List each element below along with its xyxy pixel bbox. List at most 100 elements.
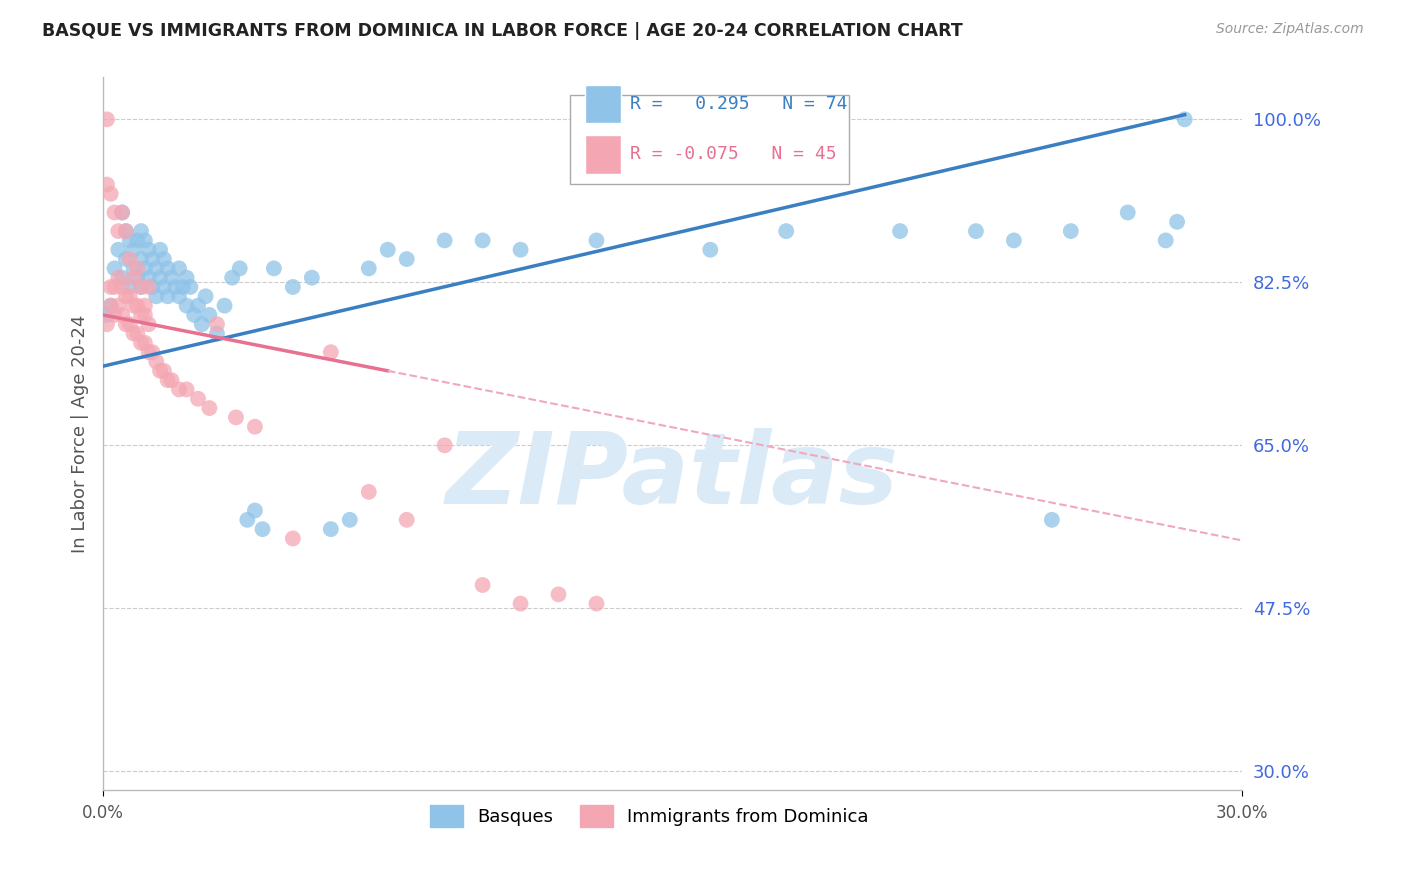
Point [129,308,152,322]
Point [115,252,138,266]
Point [96,318,118,332]
Point [775,224,797,238]
Point [115,224,138,238]
Point [225,410,247,425]
Point [149,270,172,285]
Point [179,280,201,294]
Point [122,243,145,257]
Point [205,318,228,332]
Point [129,252,152,266]
Point [118,318,141,332]
Point [111,280,134,294]
Point [107,270,129,285]
Point [1154,234,1177,248]
Point [965,224,987,238]
Text: ZIPatlas: ZIPatlas [446,428,898,524]
Point [187,299,209,313]
Point [100,280,122,294]
Point [433,438,456,452]
Point [187,392,209,406]
Point [167,261,190,276]
Text: R = -0.075   N = 45: R = -0.075 N = 45 [630,145,837,163]
Point [122,270,145,285]
Point [122,299,145,313]
Legend: Basques, Immigrants from Dominica: Basques, Immigrants from Dominica [423,797,876,834]
Point [111,308,134,322]
Point [160,373,183,387]
Point [243,503,266,517]
Point [183,308,205,322]
Point [509,243,531,257]
Point [243,419,266,434]
Point [176,270,198,285]
Point [176,299,198,313]
Point [1116,205,1139,219]
Point [339,513,361,527]
Point [585,597,607,611]
Point [134,308,156,322]
Point [156,261,179,276]
Point [129,335,152,350]
Point [138,243,160,257]
Point [471,578,494,592]
Point [156,289,179,303]
Text: R =   0.295   N = 74: R = 0.295 N = 74 [630,95,848,112]
Point [214,299,236,313]
Point [377,243,399,257]
Point [585,234,607,248]
Point [149,243,172,257]
Point [141,345,163,359]
Text: BASQUE VS IMMIGRANTS FROM DOMINICA IN LABOR FORCE | AGE 20-24 CORRELATION CHART: BASQUE VS IMMIGRANTS FROM DOMINICA IN LA… [42,22,963,40]
Text: Source: ZipAtlas.com: Source: ZipAtlas.com [1216,22,1364,37]
FancyBboxPatch shape [569,95,849,185]
Point [138,318,160,332]
Point [122,261,145,276]
Point [134,261,156,276]
Point [153,280,176,294]
Point [156,373,179,387]
Point [100,299,122,313]
Point [236,513,259,527]
Point [263,261,285,276]
Point [96,178,118,192]
Point [127,299,149,313]
Point [111,205,134,219]
Point [118,280,141,294]
Point [138,280,160,294]
Point [107,224,129,238]
Point [194,289,217,303]
Point [103,308,125,322]
Point [221,270,243,285]
Point [167,289,190,303]
Point [319,522,342,536]
Point [198,401,221,415]
Point [127,261,149,276]
Point [395,252,418,266]
Point [100,299,122,313]
Point [122,326,145,341]
Point [205,326,228,341]
Point [198,308,221,322]
Point [172,280,194,294]
Point [96,112,118,127]
Point [134,299,156,313]
Point [127,234,149,248]
FancyBboxPatch shape [585,85,621,123]
Point [433,234,456,248]
Point [281,280,304,294]
Point [103,205,125,219]
Point [176,383,198,397]
Point [167,383,190,397]
Point [111,270,134,285]
Point [153,252,176,266]
Point [129,280,152,294]
Point [229,261,252,276]
Point [138,270,160,285]
Point [1060,224,1083,238]
Point [127,270,149,285]
Point [153,364,176,378]
Point [509,597,531,611]
Point [1174,112,1197,127]
Point [134,335,156,350]
Point [103,261,125,276]
